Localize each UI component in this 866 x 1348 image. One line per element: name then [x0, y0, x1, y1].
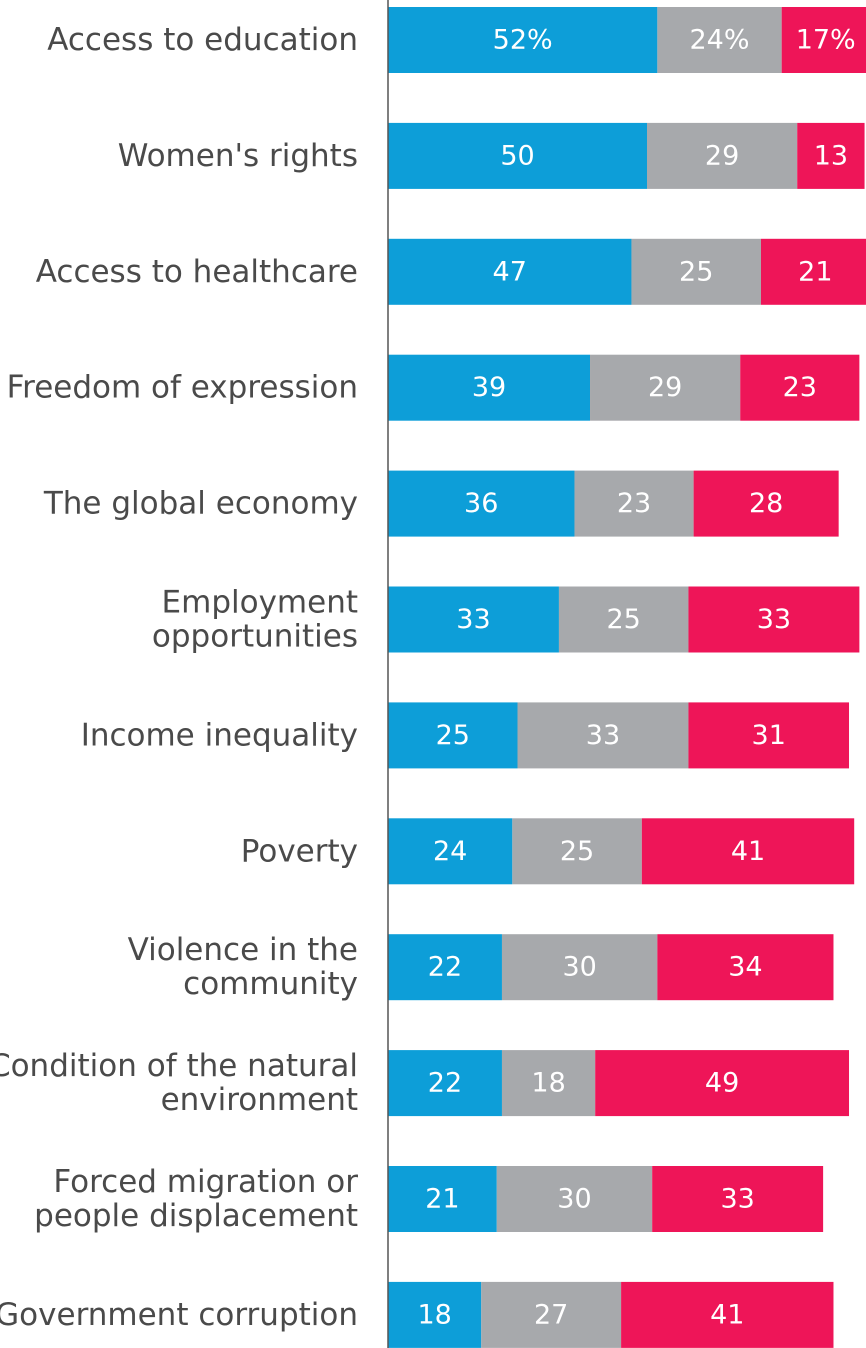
data-label: 25	[436, 720, 470, 751]
bar-segment-1	[388, 354, 591, 421]
bar-segment-2	[558, 586, 689, 653]
data-label: 18	[531, 1068, 565, 1099]
bar-segment-3	[740, 354, 860, 421]
bar-segment-3	[657, 934, 834, 1001]
bar-segment-2	[590, 354, 741, 421]
bar-segment-3	[760, 238, 866, 305]
bar-segment-3	[797, 122, 865, 189]
bar-segment-1	[388, 702, 518, 769]
data-label: 49	[705, 1068, 739, 1099]
bar-segment-2	[647, 122, 798, 189]
bar-segment-2	[496, 1166, 653, 1232]
category-label: Access to healthcare	[36, 254, 358, 290]
data-label: 29	[648, 372, 682, 403]
bar-segment-3	[693, 470, 839, 537]
bar-segment-2	[481, 1281, 622, 1348]
category-label: Access to education	[47, 22, 358, 58]
data-label: 24	[433, 836, 467, 867]
data-label: 27	[534, 1299, 568, 1330]
bar-segment-2	[517, 702, 689, 769]
data-label: 36	[464, 488, 498, 519]
data-label: 33	[757, 604, 791, 635]
data-label: 24%	[690, 25, 750, 56]
data-label: 50	[500, 140, 534, 171]
data-label: 25	[679, 256, 713, 287]
bar-segment-1	[388, 1166, 497, 1232]
data-label: 30	[562, 952, 596, 983]
data-label: 18	[417, 1299, 451, 1330]
bar-segment-2	[501, 1050, 596, 1117]
bar-segment-2	[631, 238, 761, 305]
bar-segment-2	[657, 7, 782, 73]
bar-segment-1	[388, 238, 632, 305]
data-label: 39	[472, 372, 506, 403]
category-labels-layer: Access to education Women's rights Access …	[0, 22, 358, 1333]
data-label: 22	[428, 952, 462, 983]
bar-segment-1	[388, 7, 658, 73]
category-label: Violence in the community	[128, 932, 358, 1002]
data-label: 30	[557, 1184, 591, 1215]
bar-segment-3	[641, 818, 855, 885]
data-label: 52%	[493, 25, 553, 56]
bar-segment-3	[688, 702, 850, 769]
bar-segment-1	[388, 1281, 482, 1348]
bar-segment-3	[595, 1050, 850, 1117]
bar-segment-3	[781, 7, 866, 73]
data-label: 33	[586, 720, 620, 751]
data-label: 25	[607, 604, 641, 635]
data-label: 22	[428, 1068, 462, 1099]
data-label: 21	[425, 1184, 459, 1215]
data-label: 25	[560, 836, 594, 867]
bar-segment-1	[388, 122, 647, 189]
bar-segment-1	[388, 934, 502, 1001]
data-label: 13	[814, 140, 848, 171]
bar-segment-1	[388, 818, 513, 885]
data-label: 21	[798, 256, 832, 287]
category-label: Income inequality	[81, 717, 358, 753]
data-label: 33	[456, 604, 490, 635]
bar-segment-3	[652, 1166, 824, 1232]
data-label: 34	[728, 952, 762, 983]
bar-segment-1	[388, 1050, 502, 1117]
category-label: Employment opportunities	[152, 585, 358, 655]
bar-segment-3	[621, 1281, 834, 1348]
data-label: 33	[720, 1184, 754, 1215]
data-label: 29	[705, 140, 739, 171]
data-label: 31	[752, 720, 786, 751]
bar-segment-2	[501, 934, 658, 1001]
category-label: Condition of the natural environment	[0, 1048, 358, 1118]
data-label: 23	[617, 488, 651, 519]
bar-segment-1	[388, 470, 575, 537]
bar-segment-1	[388, 586, 559, 653]
category-label: Forced migration or people displacement	[34, 1164, 358, 1234]
bar-segment-2	[512, 818, 642, 885]
data-label: 28	[749, 488, 783, 519]
category-label: Women's rights	[118, 138, 358, 174]
data-label: 41	[710, 1299, 744, 1330]
category-label: The global economy	[43, 486, 358, 522]
bars-layer: 52% 24% 17% 50 29 13 47 25 21 39 29 23 36 23 28 33 25 33 2…	[388, 7, 866, 1348]
category-label: Government corruption	[0, 1297, 358, 1333]
data-label: 41	[731, 836, 765, 867]
data-label: 17%	[796, 25, 856, 56]
category-label: Poverty	[241, 833, 358, 869]
category-label: Freedom of expression	[7, 370, 358, 406]
bar-segment-2	[574, 470, 694, 537]
data-label: 23	[783, 372, 817, 403]
bar-segment-3	[688, 586, 860, 653]
data-label: 47	[493, 256, 527, 287]
